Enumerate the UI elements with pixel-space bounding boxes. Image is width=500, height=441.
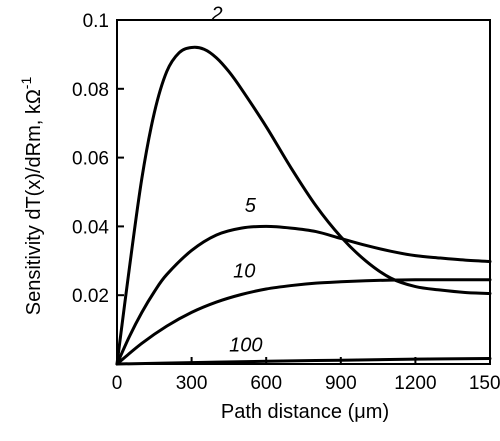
x-tick-label-600: 600 xyxy=(250,373,282,394)
series-labels: 2 5 10 100 xyxy=(210,4,262,357)
plot-frame xyxy=(116,19,491,365)
x-axis-title: Path distance (μm) xyxy=(221,401,389,423)
y-axis-ticks: 0.02 0.04 0.06 0.08 0.1 xyxy=(72,11,124,307)
y-tick-label-0.06: 0.06 xyxy=(72,149,109,170)
series-10-line xyxy=(115,278,492,366)
series-100-line xyxy=(115,356,492,366)
y-axis-title: Sensitivity dT(x)/dRm, kΩ-1 xyxy=(18,77,45,316)
series-label-2: 2 xyxy=(210,4,222,26)
x-tick-label-300: 300 xyxy=(176,373,208,394)
x-tick-label-1200: 1200 xyxy=(394,373,436,394)
plot-area xyxy=(116,19,491,365)
series-label-10: 10 xyxy=(233,260,255,282)
x-tick-label-0: 0 xyxy=(112,373,123,394)
y-tick-label-0.1: 0.1 xyxy=(83,11,109,32)
series-label-5: 5 xyxy=(245,195,257,217)
x-tick-label-900: 900 xyxy=(325,373,357,394)
y-axis-title-superscript: -1 xyxy=(18,77,34,90)
series-label-100: 100 xyxy=(229,335,262,357)
y-axis-title-main: Sensitivity dT(x)/dRm, kΩ xyxy=(23,89,45,315)
series-curves xyxy=(115,45,492,366)
y-tick-label-0.08: 0.08 xyxy=(72,80,109,101)
y-tick-label-0.02: 0.02 xyxy=(72,286,109,307)
y-axis-title-group: Sensitivity dT(x)/dRm, kΩ-1 xyxy=(18,77,45,316)
y-tick-label-0.04: 0.04 xyxy=(72,217,109,238)
series-2-line xyxy=(115,45,492,366)
series-5-line xyxy=(115,224,492,366)
